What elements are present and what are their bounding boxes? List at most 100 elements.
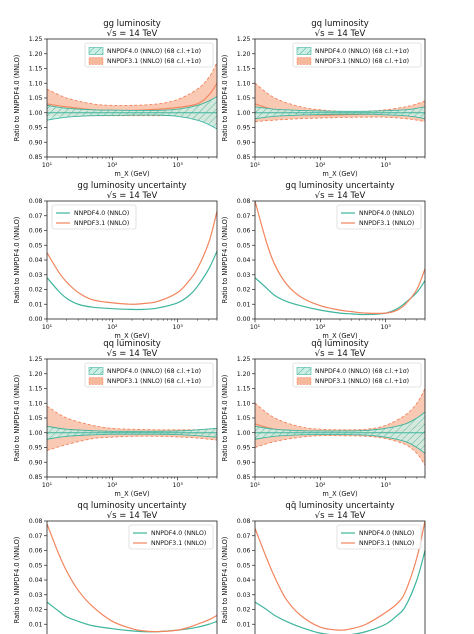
x-axis-label: m_X (GeV) <box>114 332 149 340</box>
x-axis-label: m_X (GeV) <box>322 170 357 178</box>
x-tick-label: 10¹ <box>250 482 261 489</box>
legend-box <box>292 42 422 68</box>
y-tick-label: 1.00 <box>29 430 43 437</box>
x-tick-label: 10³ <box>380 324 391 331</box>
x-tick-label: 10³ <box>380 162 391 169</box>
y-tick-label: 0.03 <box>237 272 251 279</box>
band-upper-nnpdf40 <box>47 96 217 111</box>
plot-area <box>255 82 425 123</box>
band-lower-nnpdf40 <box>47 114 217 130</box>
legend-box <box>84 42 214 68</box>
series-line-nnpdf40 <box>47 250 217 311</box>
x-tick-label: 10³ <box>172 324 183 331</box>
band-lower-nnpdf40 <box>47 433 217 440</box>
y-tick-label: 0.07 <box>29 213 43 220</box>
band-lower-nnpdf40 <box>255 113 425 120</box>
legend-box <box>292 362 422 388</box>
legend: NNPDF4.0 (NNLO) NNPDF3.1 (NNLO) <box>336 204 422 230</box>
series-line-nnpdf31 <box>47 523 217 633</box>
chart-subtitle: √s = 14 TeV <box>315 511 366 521</box>
y-tick-label: 0.04 <box>29 257 43 264</box>
y-tick-label: 0.01 <box>29 621 43 628</box>
y-tick-label: 1.25 <box>29 356 43 363</box>
band-upper-nnpdf40 <box>47 425 217 432</box>
legend-swatch-nnpdf31 <box>296 377 312 385</box>
legend-box <box>84 362 214 388</box>
legend-swatch-nnpdf31 <box>88 57 104 65</box>
legend-label: NNPDF3.1 (NNLO) (68 c.l.+1σ) <box>107 58 201 65</box>
y-tick-label: 0.01 <box>237 301 251 308</box>
band-nnpdf31 <box>47 406 217 451</box>
y-tick-label: 1.25 <box>237 36 251 43</box>
band-lower-nnpdf40 <box>255 434 425 454</box>
chart-qq-lumi: qq luminosity√s = 14 TeV 0.85 0.90 0.95 1.00… <box>13 339 218 498</box>
legend: NNPDF4.0 (NNLO) (68 c.l.+1σ) NNPDF3.1 (NN… <box>292 362 422 388</box>
band-lower-nnpdf31 <box>255 116 425 123</box>
legend-label: NNPDF3.1 (NNLO) <box>359 220 414 227</box>
y-tick-label: 1.00 <box>237 430 251 437</box>
x-axis-label: m_X (GeV) <box>114 490 149 498</box>
y-tick-label: 0.08 <box>237 518 251 525</box>
y-tick-label: 0.04 <box>29 577 43 584</box>
y-tick-label: 1.10 <box>237 400 251 407</box>
chart-subtitle: √s = 14 TeV <box>107 511 158 521</box>
y-tick-label: 0.85 <box>29 474 43 481</box>
y-tick-label: 0.05 <box>237 242 251 249</box>
y-tick-label: 0.01 <box>237 621 251 628</box>
legend-label: NNPDF4.0 (NNLO) (68 c.l.+1σ) <box>107 48 201 55</box>
y-tick-label: 0.90 <box>237 459 251 466</box>
y-tick-label: 0.05 <box>29 242 43 249</box>
chart-title: gq luminosity uncertainty <box>285 181 394 191</box>
series-line-nnpdf31 <box>47 211 217 305</box>
x-axis-label: m_X (GeV) <box>322 332 357 340</box>
chart-subtitle: √s = 14 TeV <box>107 349 158 359</box>
legend-label: NNPDF4.0 (NNLO) <box>359 530 414 537</box>
x-tick-label: 10¹ <box>250 162 261 169</box>
legend: NNPDF4.0 (NNLO) NNPDF3.1 (NNLO) <box>51 204 137 230</box>
y-tick-label: 0.06 <box>237 228 251 235</box>
band-upper-nnpdf40 <box>255 106 425 112</box>
chart-subtitle: √s = 14 TeV <box>315 191 366 201</box>
legend-swatch-nnpdf31 <box>88 377 104 385</box>
y-tick-label: 1.00 <box>29 110 43 117</box>
y-tick-label: 0.00 <box>29 316 43 323</box>
band-nnpdf31 <box>255 388 425 466</box>
y-tick-label: 0.08 <box>29 518 43 525</box>
band-upper-nnpdf40 <box>255 411 425 432</box>
y-tick-label: 0.02 <box>29 607 43 614</box>
x-tick-label: 10³ <box>172 162 183 169</box>
legend-label: NNPDF4.0 (NNLO) (68 c.l.+1σ) <box>315 48 409 55</box>
legend: NNPDF4.0 (NNLO) NNPDF3.1 (NNLO) <box>128 524 214 550</box>
chart-gq-lumi: gq luminosity√s = 14 TeV 0.85 0.90 0.95 1.00… <box>221 19 426 178</box>
chart-title: qq̄ luminosity uncertainty <box>285 501 394 511</box>
plot-area <box>47 405 217 451</box>
y-tick-label: 0.07 <box>237 213 251 220</box>
chart-gg-unc: gg luminosity uncertainty√s = 14 TeV 0.00… <box>13 181 218 340</box>
x-tick-label: 10² <box>315 162 326 169</box>
chart-gg-lumi: gg luminosity√s = 14 TeV 0.85 0.90 0.95 1.00… <box>13 19 218 178</box>
x-axis-label: m_X (GeV) <box>322 490 357 498</box>
y-tick-label: 1.10 <box>29 400 43 407</box>
y-tick-label: 0.08 <box>29 198 43 205</box>
plot-area <box>47 523 217 633</box>
legend-label: NNPDF4.0 (NNLO) <box>359 210 414 217</box>
central-line-nnpdf31 <box>47 82 217 112</box>
chart-qq-unc: qq luminosity uncertainty√s = 14 TeV0.00… <box>13 501 218 634</box>
y-tick-label: 0.07 <box>237 533 251 540</box>
legend: NNPDF4.0 (NNLO) (68 c.l.+1σ) NNPDF3.1 (NN… <box>292 42 422 68</box>
y-tick-label: 0.90 <box>29 139 43 146</box>
y-axis-label: Ratio to NNPDF4.0 (NNLO) <box>13 55 21 142</box>
legend-label: NNPDF3.1 (NNLO) <box>151 540 206 547</box>
x-tick-label: 10¹ <box>250 324 261 331</box>
x-tick-label: 10² <box>315 324 326 331</box>
chart-subtitle: √s = 14 TeV <box>315 349 366 359</box>
y-tick-label: 0.95 <box>237 445 251 452</box>
y-tick-label: 0.01 <box>29 301 43 308</box>
x-tick-label: 10² <box>107 162 118 169</box>
legend-label: NNPDF3.1 (NNLO) (68 c.l.+1σ) <box>107 378 201 385</box>
chart-gq-unc: gq luminosity uncertainty√s = 14 TeV 0.00… <box>221 181 426 340</box>
plot-area <box>255 201 425 316</box>
y-tick-label: 1.15 <box>237 66 251 73</box>
y-tick-label: 0.02 <box>29 287 43 294</box>
